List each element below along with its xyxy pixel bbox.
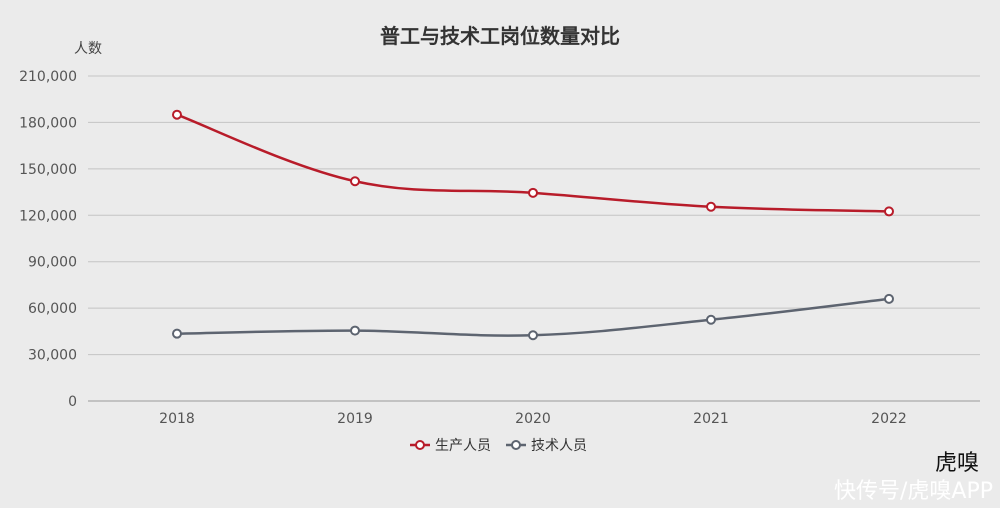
legend-label: 生产人员 [435,438,491,454]
y-tick-label: 120,000 [19,208,77,224]
legend-label: 技术人员 [531,438,587,454]
x-axis-ticks: 2018 2019 2020 2021 2022 [159,411,907,427]
legend-item: 生产人员 [410,438,491,454]
legend: 生产人员 技术人员 [410,438,587,454]
watermark: 虎嗅 快传号/虎嗅APP [834,451,993,504]
x-tick-label: 2020 [515,411,551,427]
data-point [884,293,894,304]
data-point [884,206,894,217]
y-tick-label: 210,000 [19,69,77,85]
x-tick-label: 2018 [159,411,195,427]
x-tick-label: 2019 [337,411,373,427]
data-point [350,176,360,187]
y-tick-label: 90,000 [28,255,77,271]
data-point [528,330,538,341]
data-point [528,187,538,198]
series-line [176,297,890,337]
y-tick-label: 30,000 [28,348,77,364]
legend-marker [511,440,521,450]
data-point [172,328,182,339]
y-tick-label: 60,000 [28,301,77,317]
y-tick-label: 150,000 [19,162,77,178]
y-tick-label: 180,000 [19,115,77,131]
series-1 [172,109,894,217]
watermark-logo: 虎嗅 [935,451,979,476]
gridlines [88,75,980,402]
legend-marker [415,440,425,450]
y-axis-ticks: 0 30,000 60,000 90,000 120,000 150,000 180,000… [19,69,77,410]
x-tick-label: 2022 [871,411,907,427]
data-point [706,201,716,212]
y-axis-label: 人数 [74,41,102,57]
x-tick-label: 2021 [693,411,729,427]
data-point [350,325,360,336]
y-tick-label: 0 [68,394,77,410]
legend-item: 技术人员 [506,438,587,454]
watermark-caption: 快传号/虎嗅APP [834,479,993,504]
series-2 [172,293,894,341]
data-point [706,314,716,325]
data-point [172,109,182,120]
series-layer [172,109,894,341]
chart-title: 普工与技术工岗位数量对比 [380,24,620,48]
